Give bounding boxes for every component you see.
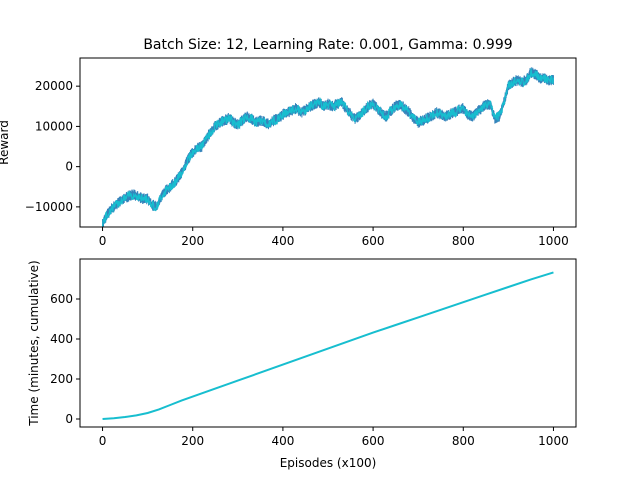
x-tick-label: 0 (99, 434, 107, 448)
x-tick-label: 200 (181, 434, 204, 448)
y-tick-label: 10000 (35, 119, 73, 133)
chart-title: Batch Size: 12, Learning Rate: 0.001, Ga… (143, 37, 512, 53)
y-axis-label: Reward (0, 120, 11, 165)
reward-panel: 0 200 400 600 800 1000 −10000 0 10000 20000 Reward (0, 57, 577, 248)
x-tick-label: 200 (181, 234, 204, 248)
y-axis-label: Time (minutes, cumulative) (27, 260, 41, 426)
y-tick-label: 0 (65, 160, 73, 174)
plot-area (101, 67, 555, 228)
x-tick-label: 1000 (538, 234, 569, 248)
y-tick-label: 200 (50, 372, 73, 386)
x-tick-label: 800 (452, 434, 475, 448)
x-tick-label: 1000 (538, 434, 569, 448)
axes-frame (79, 57, 577, 228)
x-tick-label: 600 (362, 234, 385, 248)
y-tick-label: 400 (50, 332, 73, 346)
x-tick-label: 800 (452, 234, 475, 248)
y-tick-label: 600 (50, 292, 73, 306)
axes-frame (79, 258, 577, 428)
plot-area (102, 271, 554, 420)
y-tick-label: −10000 (25, 200, 73, 214)
x-tick-label: 400 (271, 234, 294, 248)
time-panel: 0 200 400 600 800 1000 0 200 400 600 Time (minutes… (27, 258, 577, 470)
time-series-line (102, 271, 554, 420)
x-tick-label: 400 (271, 434, 294, 448)
reward-series-line (101, 68, 555, 227)
y-tick-label: 20000 (35, 79, 73, 93)
y-tick-label: 0 (65, 412, 73, 426)
x-tick-label: 600 (362, 434, 385, 448)
x-tick-label: 0 (99, 234, 107, 248)
x-axis-label: Episodes (x100) (280, 456, 377, 470)
